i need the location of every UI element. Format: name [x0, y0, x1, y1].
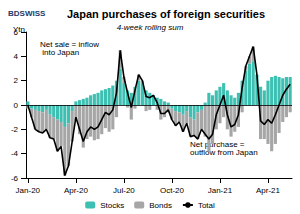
- svg-text:-2: -2: [11, 125, 19, 134]
- svg-text:outflow from Japan: outflow from Japan: [190, 148, 258, 157]
- svg-text:Jan-21: Jan-21: [208, 186, 233, 195]
- svg-text:2: 2: [14, 76, 19, 85]
- svg-text:Ytn: Ytn: [13, 25, 25, 34]
- svg-text:Bonds: Bonds: [149, 201, 172, 210]
- svg-text:0: 0: [14, 101, 19, 110]
- svg-text:Oct-20: Oct-20: [160, 186, 185, 195]
- svg-text:Japan purchases of foreign sec: Japan purchases of foreign securities: [67, 8, 265, 20]
- svg-text:-4: -4: [11, 149, 19, 158]
- svg-text:BDSWISS: BDSWISS: [8, 9, 46, 18]
- svg-text:Jul-20: Jul-20: [113, 186, 135, 195]
- svg-text:4-week rolling sum: 4-week rolling sum: [117, 23, 184, 32]
- svg-text:Jan-20: Jan-20: [16, 186, 41, 195]
- svg-text:-6: -6: [11, 174, 19, 183]
- svg-text:Net sale = inflow: Net sale = inflow: [40, 39, 99, 49]
- svg-text:Total: Total: [198, 201, 215, 210]
- svg-text:Apr-21: Apr-21: [256, 186, 281, 195]
- svg-text:4: 4: [14, 52, 19, 61]
- svg-text:Stocks: Stocks: [100, 201, 124, 210]
- svg-text:Apr-20: Apr-20: [64, 186, 89, 195]
- svg-text:into Japan: into Japan: [40, 48, 79, 57]
- svg-text:Net purchase =: Net purchase =: [190, 139, 247, 149]
